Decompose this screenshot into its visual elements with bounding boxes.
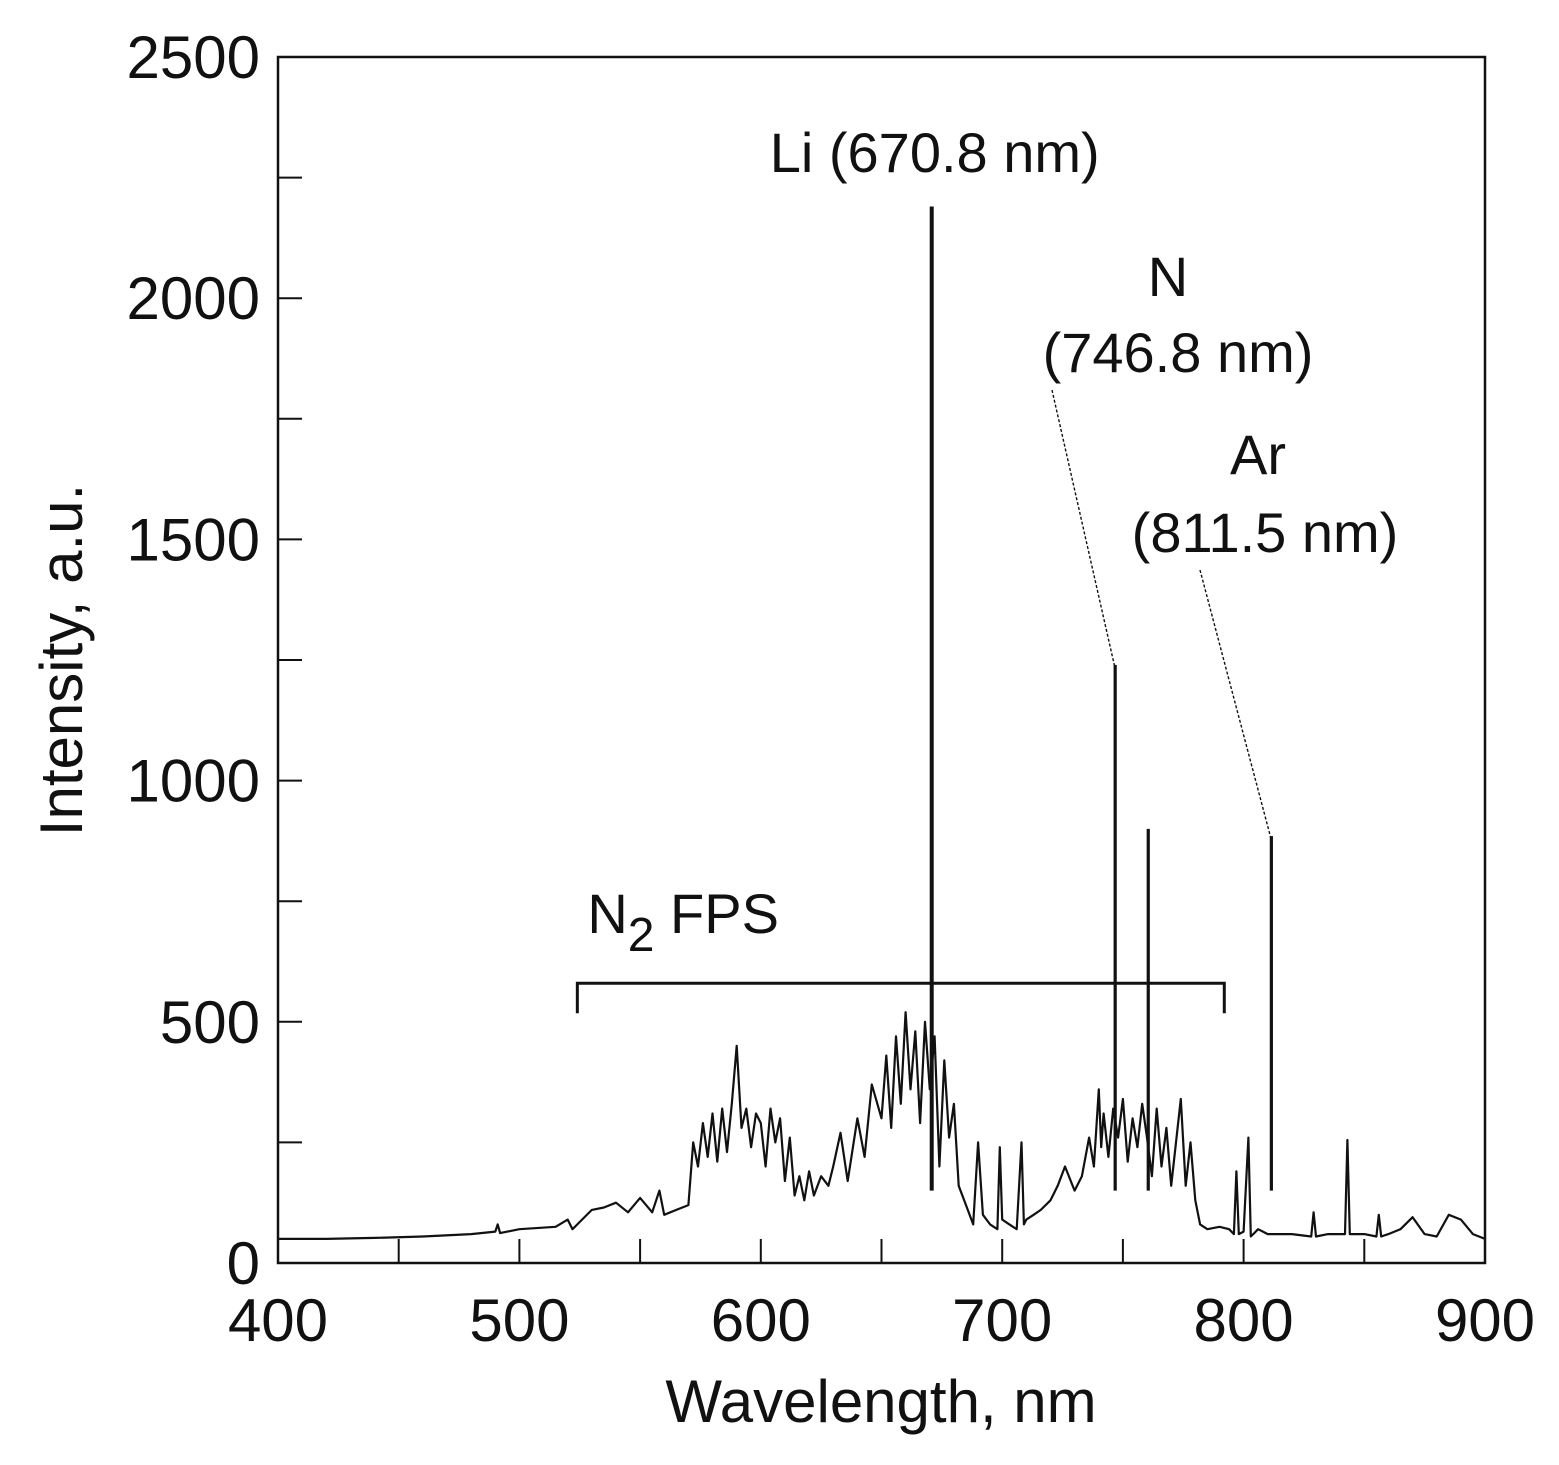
y-tick-label: 1500 bbox=[127, 506, 260, 573]
y-tick-label: 2500 bbox=[127, 24, 260, 91]
x-tick-label: 800 bbox=[1194, 1287, 1294, 1354]
x-tick-label: 900 bbox=[1435, 1287, 1535, 1354]
n2-fps-label: N2 FPS bbox=[587, 882, 779, 962]
n2-fps-bracket-line bbox=[575, 981, 1226, 1014]
spectrum-line bbox=[278, 1011, 1486, 1240]
emission-peaks bbox=[929, 206, 1273, 1191]
x-tick-label: 500 bbox=[469, 1287, 569, 1354]
y-axis-title: Intensity, a.u. bbox=[28, 484, 95, 836]
n-peak-label: N bbox=[1148, 245, 1188, 308]
y-axis-ticks: 0 500 1000 1500 2000 2500 bbox=[127, 24, 302, 1297]
ar-peak-label: Ar bbox=[1230, 423, 1286, 486]
peak-annotations: Li (670.8 nm) N (746.8 nm) Ar (811.5 nm) bbox=[770, 121, 1399, 841]
y-tick-label: 2000 bbox=[127, 265, 260, 332]
li-peak-label: Li (670.8 nm) bbox=[770, 121, 1100, 184]
x-tick-label: 600 bbox=[711, 1287, 811, 1354]
x-tick-label: 400 bbox=[228, 1287, 328, 1354]
n2-fps-bracket: N2 FPS bbox=[575, 882, 1226, 1014]
ar-leader-line bbox=[1199, 569, 1273, 841]
plot-frame bbox=[276, 55, 1487, 1265]
x-axis-title: Wavelength, nm bbox=[665, 1368, 1096, 1435]
ar-peak-wavelength: (811.5 nm) bbox=[1132, 501, 1399, 564]
y-tick-label: 0 bbox=[227, 1230, 260, 1297]
y-tick-label: 500 bbox=[160, 989, 260, 1056]
y-tick-label: 1000 bbox=[127, 748, 260, 815]
n-peak-wavelength: (746.8 nm) bbox=[1043, 321, 1314, 384]
x-tick-label: 700 bbox=[952, 1287, 1052, 1354]
x-axis-ticks: 400 500 600 700 800 900 bbox=[228, 1239, 1535, 1354]
n-leader-line bbox=[1051, 389, 1116, 669]
